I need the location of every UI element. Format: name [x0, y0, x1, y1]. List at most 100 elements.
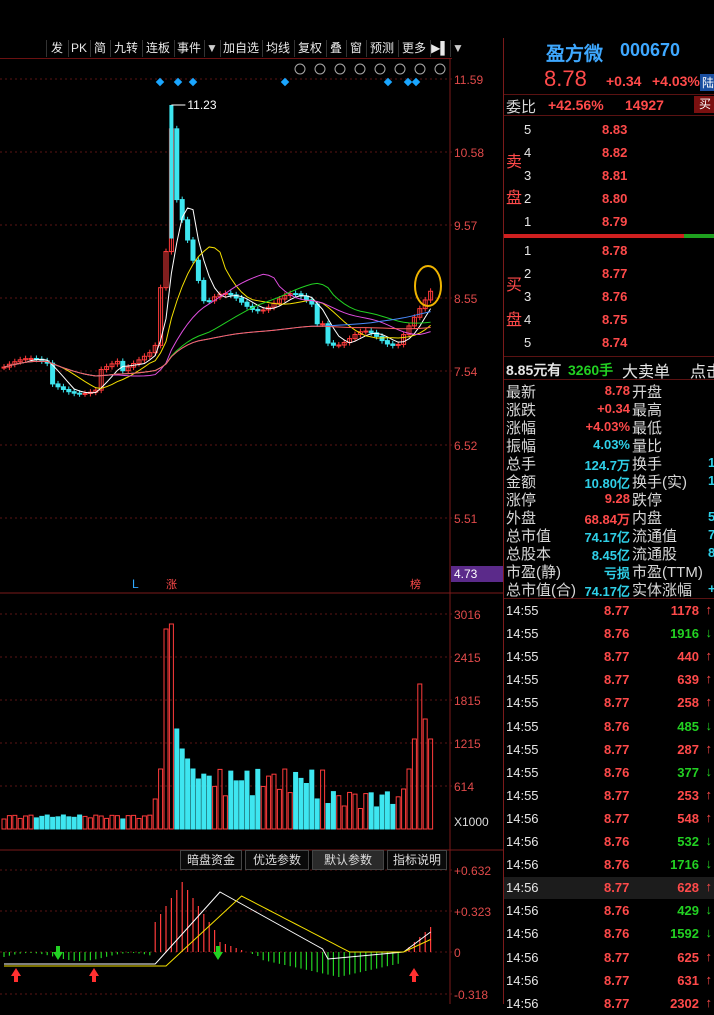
tick-row[interactable]: 14:56 8.76 1716 ↓: [504, 854, 714, 876]
toolbar-item-1[interactable]: PK: [68, 40, 89, 57]
toolbar-item-14[interactable]: ▶▌: [430, 40, 449, 57]
sell-label: 卖: [506, 154, 523, 171]
tick-time: 14:56: [506, 903, 539, 919]
tick-row[interactable]: 14:55 8.77 440 ↑: [504, 646, 714, 668]
volume-bar: [379, 794, 385, 830]
buy-level: 5: [524, 335, 532, 350]
tick-row[interactable]: 14:56 8.77 625 ↑: [504, 947, 714, 969]
toolbar-item-2[interactable]: 简: [90, 40, 109, 57]
tick-time: 14:56: [506, 834, 539, 849]
candle: [260, 309, 266, 312]
candle: [23, 358, 29, 361]
price-tick: 7.54: [454, 365, 478, 379]
sell-level: 1: [524, 214, 532, 229]
tick-row[interactable]: 14:56 8.77 631 ↑: [504, 970, 714, 992]
tick-row[interactable]: 14:56 8.76 429 ↓: [504, 900, 714, 922]
price-change: +0.34: [606, 73, 642, 89]
tick-row[interactable]: 14:55 8.77 639 ↑: [504, 669, 714, 691]
tick-row[interactable]: 14:55 8.77 258 ↑: [504, 692, 714, 714]
tick-row[interactable]: 14:56 8.76 1592 ↓: [504, 923, 714, 945]
tick-row[interactable]: 14:55 8.77 287 ↑: [504, 739, 714, 761]
signal-arrow-up: [409, 968, 419, 976]
volume-bar: [185, 758, 191, 830]
toolbar-item-0[interactable]: 发: [46, 40, 67, 57]
toolbar-item-3[interactable]: 九转: [110, 40, 141, 57]
volume-bar: [44, 814, 50, 830]
tick-price: 8.76: [604, 857, 630, 873]
toolbar-item-13[interactable]: 更多: [398, 40, 429, 57]
sell-price: 8.83: [602, 122, 628, 137]
toolbar-item-5[interactable]: 事件: [174, 40, 203, 57]
toolbar-item-6[interactable]: ▼: [204, 40, 219, 57]
candle: [395, 343, 401, 346]
volume-tick: 2415: [454, 651, 481, 665]
volume-bar: [320, 769, 326, 830]
tick-price: 8.76: [604, 764, 630, 780]
candle: [50, 362, 56, 385]
toolbar-item-7[interactable]: 加自选: [220, 40, 261, 57]
diamond-marker: [411, 77, 421, 87]
ma-line-30: [3, 282, 431, 377]
volume-bar: [303, 782, 309, 830]
ma-line-120: [3, 325, 431, 377]
candle: [363, 330, 369, 333]
candle: [428, 290, 434, 301]
volume-bar: [125, 815, 131, 830]
buy-level: 2: [524, 266, 532, 281]
volume-bar: [406, 768, 412, 830]
tick-row[interactable]: 14:55 8.77 253 ↑: [504, 785, 714, 807]
tick-volume: 485: [677, 718, 699, 734]
macd-tab-2[interactable]: 默认参数: [312, 850, 384, 870]
stat-value: 1: [708, 473, 714, 488]
macd-tab-0[interactable]: 暗盘资金: [180, 850, 242, 870]
tick-row[interactable]: 14:55 8.77 1178 ↑: [504, 600, 714, 622]
volume-bar: [120, 818, 126, 830]
stat-label: 总市值(合): [506, 582, 576, 599]
toolbar-item-15[interactable]: ▼: [450, 40, 465, 57]
toolbar-item-9[interactable]: 复权: [294, 40, 325, 57]
tick-row[interactable]: 14:56 8.77 628 ↑: [504, 877, 714, 900]
arrow-down-icon: ↓: [705, 717, 713, 733]
toolbar-item-4[interactable]: 连板: [142, 40, 173, 57]
tick-time: 14:55: [506, 718, 539, 734]
volume-bar: [336, 795, 342, 830]
diamond-marker: [280, 77, 290, 87]
tick-row[interactable]: 14:55 8.76 1916 ↓: [504, 623, 714, 645]
stat-label: 内盘: [632, 510, 663, 527]
tick-row[interactable]: 14:55 8.76 485 ↓: [504, 716, 714, 738]
tick-row[interactable]: 14:56 8.77 548 ↑: [504, 808, 714, 830]
tick-row[interactable]: 14:55 8.76 377 ↓: [504, 762, 714, 784]
bigorder-hands: 3260手: [568, 362, 614, 378]
volume-bar: [136, 817, 142, 830]
toolbar-item-11[interactable]: 窗: [346, 40, 365, 57]
macd-tab-3[interactable]: 指标说明: [387, 850, 447, 870]
candle: [244, 301, 250, 307]
volume-bar: [395, 796, 401, 830]
toolbar-item-8[interactable]: 均线: [262, 40, 293, 57]
volume-bar: [104, 817, 110, 830]
tick-time: 14:55: [506, 695, 539, 711]
stat-label: 总股本: [506, 546, 552, 563]
tick-price: 8.77: [604, 880, 630, 896]
toolbar-item-12[interactable]: 预测: [366, 40, 397, 57]
volume-bar: [233, 780, 239, 830]
macd-tab-1[interactable]: 优选参数: [245, 850, 309, 870]
volume-bar: [114, 815, 120, 830]
candle: [352, 334, 358, 340]
stat-value: 8.78: [604, 383, 630, 398]
volume-bar: [174, 728, 180, 830]
tick-row[interactable]: 14:56 8.76 532 ↓: [504, 831, 714, 853]
kline-chart[interactable]: 11.59 10.58 9.57 8.55 7.54 6.52 5.51 4.73 11.23 L…: [0, 58, 503, 1004]
buy-level: 4: [524, 312, 532, 327]
candle: [114, 360, 120, 365]
arrow-up-icon: ↑: [705, 948, 713, 964]
stat-value: 124.7万: [584, 458, 630, 473]
volume-bar: [357, 808, 363, 830]
volume-bar: [87, 817, 93, 830]
bigorder-extra: 点击: [690, 364, 714, 381]
buy-button[interactable]: 买: [694, 96, 714, 113]
volume-bar: [131, 814, 137, 830]
toolbar-item-10[interactable]: 叠: [326, 40, 345, 57]
eye-icon: [334, 63, 346, 75]
stat-label: 总手: [506, 456, 537, 473]
